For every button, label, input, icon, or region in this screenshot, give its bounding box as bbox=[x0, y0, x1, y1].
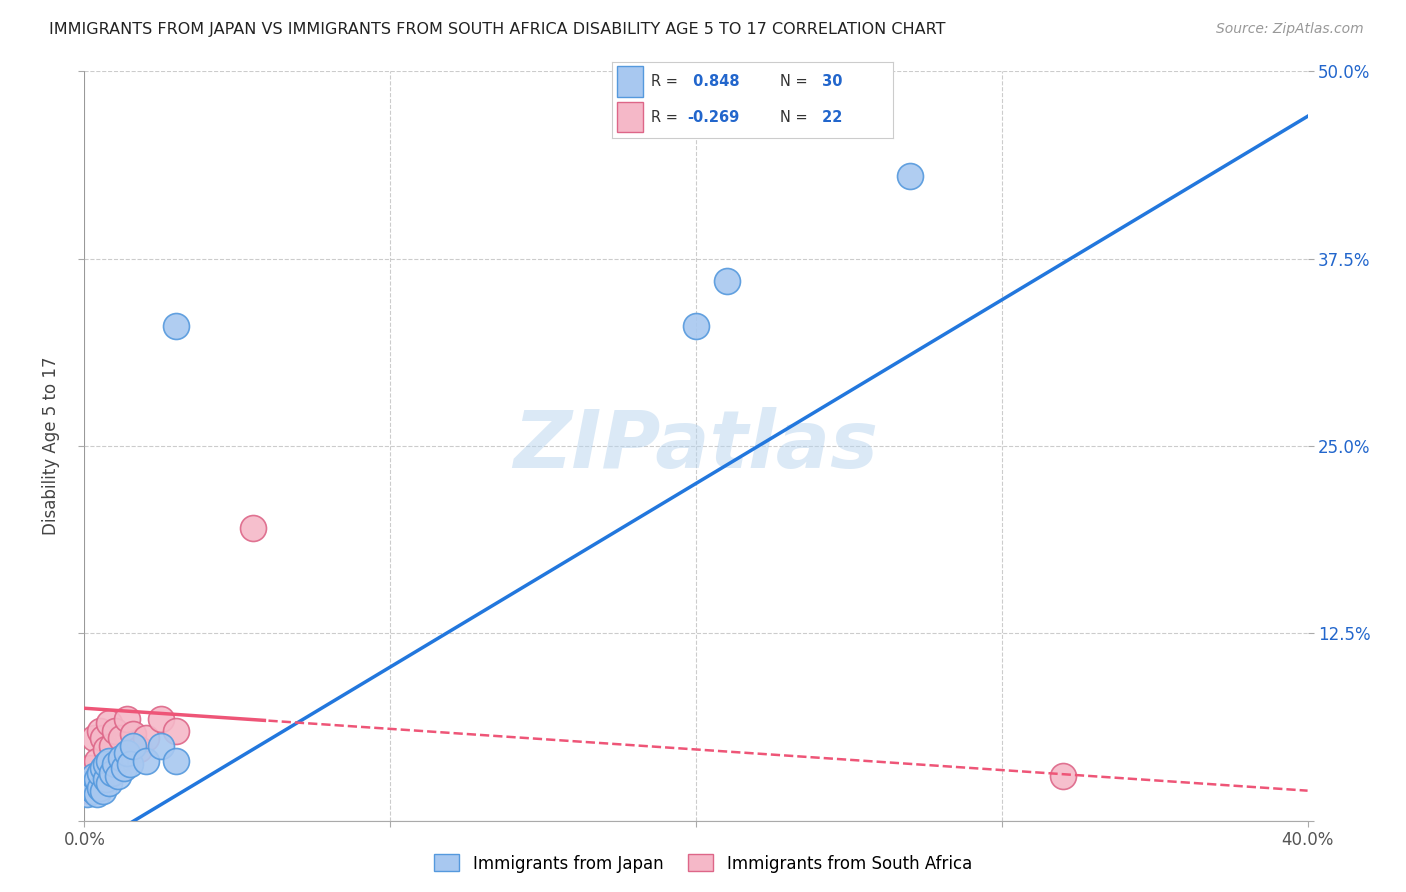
Point bbox=[128, 741, 150, 756]
FancyBboxPatch shape bbox=[617, 102, 643, 132]
Point bbox=[242, 521, 264, 535]
Point bbox=[149, 739, 172, 753]
Point bbox=[101, 739, 124, 753]
Point bbox=[89, 772, 111, 786]
Text: 22: 22 bbox=[817, 110, 842, 125]
Point bbox=[149, 712, 172, 726]
Point bbox=[1052, 769, 1074, 783]
Point bbox=[76, 776, 98, 790]
Text: 0.848: 0.848 bbox=[688, 74, 740, 89]
Point bbox=[83, 769, 105, 783]
Point bbox=[79, 780, 101, 795]
Point bbox=[122, 739, 145, 753]
Point bbox=[165, 754, 187, 768]
Point bbox=[135, 731, 157, 746]
Point bbox=[165, 723, 187, 738]
Point bbox=[94, 772, 117, 786]
Point bbox=[79, 776, 101, 790]
Point bbox=[91, 761, 114, 775]
Text: IMMIGRANTS FROM JAPAN VS IMMIGRANTS FROM SOUTH AFRICA DISABILITY AGE 5 TO 17 COR: IMMIGRANTS FROM JAPAN VS IMMIGRANTS FROM… bbox=[49, 22, 946, 37]
Point bbox=[79, 761, 101, 775]
Point bbox=[110, 750, 132, 764]
Text: Source: ZipAtlas.com: Source: ZipAtlas.com bbox=[1216, 22, 1364, 37]
Point bbox=[104, 723, 127, 738]
Point bbox=[97, 716, 120, 731]
Point bbox=[97, 754, 120, 768]
Point bbox=[76, 787, 98, 801]
Point bbox=[135, 754, 157, 768]
Point bbox=[94, 756, 117, 771]
Point bbox=[86, 754, 108, 768]
Point bbox=[89, 723, 111, 738]
Point bbox=[120, 756, 142, 771]
Point bbox=[86, 787, 108, 801]
Point bbox=[110, 731, 132, 746]
Point bbox=[97, 776, 120, 790]
Point bbox=[165, 319, 187, 334]
Point bbox=[716, 274, 738, 288]
Point bbox=[86, 772, 108, 786]
Point bbox=[122, 727, 145, 741]
Point bbox=[94, 741, 117, 756]
Point bbox=[685, 319, 707, 334]
Point bbox=[898, 169, 921, 184]
Point bbox=[104, 756, 127, 771]
FancyBboxPatch shape bbox=[617, 66, 643, 96]
Point bbox=[79, 783, 101, 797]
Text: R =: R = bbox=[651, 110, 678, 125]
Point bbox=[89, 765, 111, 780]
Text: 30: 30 bbox=[817, 74, 842, 89]
Point bbox=[115, 746, 138, 760]
Text: N =: N = bbox=[780, 74, 808, 89]
Point bbox=[83, 783, 105, 797]
Text: -0.269: -0.269 bbox=[688, 110, 740, 125]
Text: ZIPatlas: ZIPatlas bbox=[513, 407, 879, 485]
Text: R =: R = bbox=[651, 74, 678, 89]
Point bbox=[101, 765, 124, 780]
Legend: Immigrants from Japan, Immigrants from South Africa: Immigrants from Japan, Immigrants from S… bbox=[427, 847, 979, 880]
Point bbox=[83, 769, 105, 783]
Point bbox=[115, 712, 138, 726]
Text: N =: N = bbox=[780, 110, 808, 125]
Point bbox=[89, 780, 111, 795]
Y-axis label: Disability Age 5 to 17: Disability Age 5 to 17 bbox=[42, 357, 60, 535]
Point bbox=[83, 731, 105, 746]
Point bbox=[112, 761, 135, 775]
Point bbox=[91, 783, 114, 797]
Point bbox=[107, 769, 129, 783]
Point bbox=[91, 731, 114, 746]
